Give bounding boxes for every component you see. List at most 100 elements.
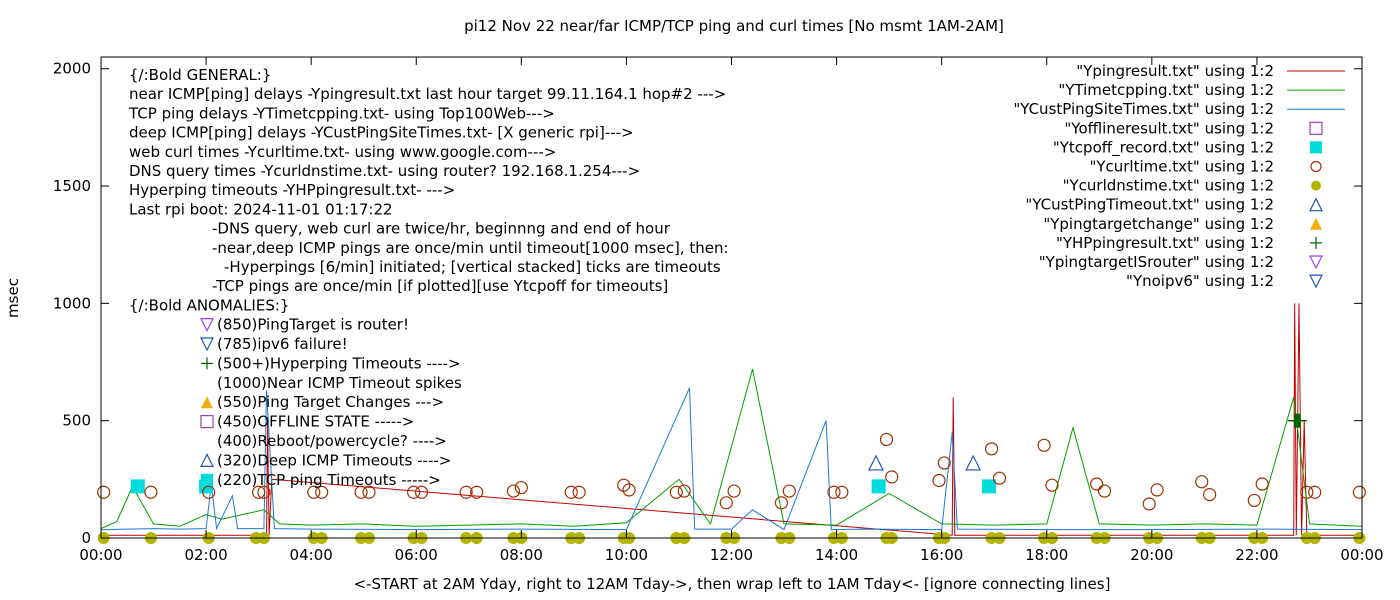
annotation-line: deep ICMP[ping] delays -YCustPingSiteTim…	[129, 124, 634, 142]
series-7-point	[965, 454, 982, 471]
series-5-point	[719, 496, 733, 510]
series-1-line	[101, 368, 1362, 530]
series-5-point	[144, 485, 158, 499]
series-5-point	[470, 485, 484, 499]
legend-swatch	[1310, 141, 1322, 154]
annotation-line: Last rpi boot: 2024-11-01 01:17:22	[129, 200, 393, 218]
series-4-point	[130, 479, 145, 494]
legend-label: "YCustPingTimeout.txt" using 1:2	[1025, 196, 1274, 214]
plot-frame	[100, 56, 1363, 539]
annotation-line: -DNS query, web curl are twice/hr, begin…	[212, 220, 671, 238]
annotation-line: {/:Bold ANOMALIES:}	[129, 296, 289, 314]
anomaly-marker	[200, 415, 214, 429]
legend-label: "Ytcpoff_record.txt" using 1:2	[1053, 138, 1274, 157]
x-tick-label: 16:00	[920, 546, 963, 564]
series-5-point	[727, 484, 741, 498]
series-5-point	[835, 485, 849, 499]
anomaly-label: (220)TCP ping Timeouts ----->	[217, 471, 441, 489]
y-tick-label: 2000	[53, 60, 91, 78]
series-5-point	[354, 485, 368, 499]
series-5-point	[1090, 477, 1104, 491]
legend-label: "Ycurltime.txt" using 1:2	[1089, 158, 1274, 176]
chart-title: pi12 Nov 22 near/far ICMP/TCP ping and c…	[464, 17, 1004, 35]
anomaly-label: (785)ipv6 failure!	[217, 335, 348, 353]
legend-label: "YCustPingSiteTimes.txt" using 1:2	[1013, 100, 1274, 118]
x-axis-label: <-START at 2AM Yday, right to 12AM Tday-…	[354, 575, 1111, 593]
tick-layer: 00:00 02:00 04:00 06:00 08:00 10:00 12:00 14:00…	[53, 57, 1384, 564]
series-4-point	[871, 479, 886, 494]
series-0-line	[101, 303, 1362, 536]
series-5-point	[1352, 485, 1366, 499]
series-5-point	[1045, 478, 1059, 492]
legend-swatch	[1310, 217, 1322, 230]
y-axis-label: msec	[4, 278, 22, 318]
y-tick-label: 0	[81, 529, 91, 547]
annotation-line: -TCP pings are once/min [if plotted][use…	[212, 277, 668, 295]
x-tick-label: 14:00	[815, 546, 858, 564]
series-5-point	[202, 485, 216, 499]
series-5-point	[1195, 475, 1209, 489]
series-5-point	[1142, 497, 1156, 511]
series-5-point	[506, 484, 521, 498]
series-5-point	[984, 442, 999, 456]
series-5-point	[782, 484, 796, 498]
series-5-point	[97, 485, 111, 499]
series-5-point	[932, 473, 946, 488]
annotation-line: DNS query times -Ycurldnstime.txt- using…	[129, 162, 640, 180]
series-5-point	[677, 484, 691, 498]
series-5-point	[257, 485, 271, 499]
series-5-point	[307, 485, 321, 499]
series-5-point	[414, 485, 429, 499]
series-5-point	[407, 485, 421, 499]
series-5-point	[1097, 484, 1112, 498]
x-tick-label: 06:00	[395, 546, 438, 564]
anomaly-marker	[201, 357, 213, 370]
series-5-point	[617, 478, 631, 492]
series-5-point	[992, 471, 1007, 485]
anomaly-label: (550)Ping Target Changes --->	[217, 393, 444, 411]
legend-swatch	[1310, 160, 1322, 173]
legend-swatch	[1311, 180, 1321, 191]
series-5-point	[362, 485, 376, 499]
anomaly-marker	[200, 337, 214, 352]
series-5-point	[1037, 438, 1051, 452]
legend: "Ypingresult.txt" using 1:2"YTimetcpping…	[1013, 62, 1345, 290]
series-5-point	[885, 470, 899, 484]
series-5-point	[1203, 487, 1217, 502]
series-5-point	[315, 485, 329, 499]
x-tick-label: 08:00	[500, 546, 543, 564]
legend-label: "Ypingresult.txt" using 1:2	[1076, 62, 1274, 80]
series-5-point	[1255, 477, 1269, 491]
series-5-point	[669, 485, 683, 499]
legend-swatch	[1309, 197, 1323, 212]
series-5-point	[879, 432, 894, 447]
x-tick-label: 00:00	[1340, 546, 1383, 564]
x-tick-label: 22:00	[1235, 546, 1278, 564]
x-tick-label: 02:00	[184, 546, 227, 564]
legend-swatch	[1310, 236, 1322, 249]
annotation-line: Hyperping timeouts -YHPpingresult.txt- -…	[129, 181, 455, 199]
series-5-point	[572, 485, 586, 499]
legend-label: "YTimetcpping.txt" using 1:2	[1058, 81, 1274, 99]
series-5-point	[252, 485, 266, 499]
anomaly-label: (450)OFFLINE STATE ----->	[217, 413, 414, 431]
series-5-point	[827, 485, 841, 499]
legend-label: "Ycurldnstime.txt" using 1:2	[1063, 177, 1274, 195]
legend-swatch	[1309, 255, 1323, 270]
series-5-point	[937, 456, 951, 470]
legend-swatch	[1309, 274, 1323, 289]
x-tick-label: 20:00	[1130, 546, 1173, 564]
legend-swatch	[1309, 121, 1323, 135]
anomaly-marker	[201, 396, 213, 409]
y-tick-label: 1000	[53, 294, 91, 312]
annotation-line: near ICMP[ping] delays -Ypingresult.txt …	[129, 85, 726, 103]
series-9-point	[1293, 413, 1308, 428]
y-tick-label: 500	[62, 412, 91, 430]
annotation-line: TCP ping delays -YTimetcpping.txt- using…	[128, 104, 555, 122]
series-5-point	[514, 480, 528, 495]
x-tick-label: 10:00	[605, 546, 648, 564]
series-5-point	[1247, 493, 1261, 508]
series-4-point	[981, 479, 996, 494]
annotation-layer: {/:Bold GENERAL:}near ICMP[ping] delays …	[128, 66, 729, 489]
series-5-point	[459, 485, 473, 499]
